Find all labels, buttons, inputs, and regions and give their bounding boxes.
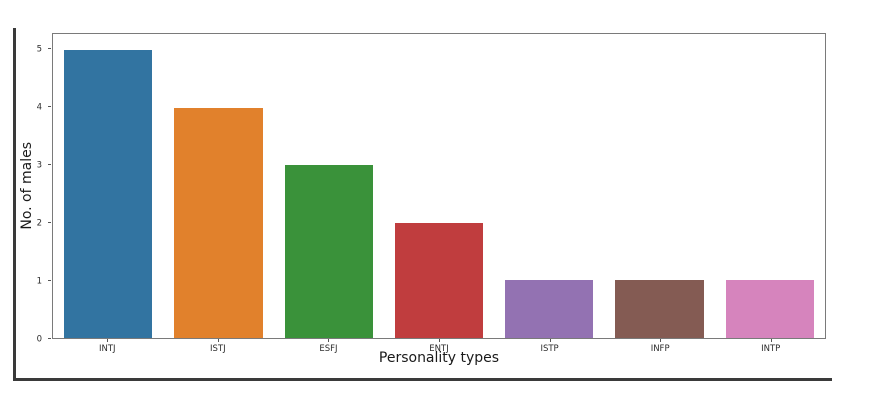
x-tick-mark-INTJ — [107, 339, 109, 342]
bar-ESFJ — [284, 165, 373, 338]
y-tick-label-4: 4 — [36, 101, 42, 112]
x-tick-mark-INFP — [660, 339, 662, 342]
y-tick-label-5: 5 — [36, 43, 42, 54]
x-axis-label: Personality types — [378, 350, 500, 366]
y-tick-label-1: 1 — [36, 275, 42, 286]
y-axis: 0 1 2 3 4 5 — [0, 33, 52, 343]
x-tick-label-INFP: INFP — [650, 344, 670, 354]
bar-ISTP — [505, 280, 594, 338]
x-tick-mark-ESFJ — [328, 339, 330, 342]
bar-INTJ — [64, 50, 153, 338]
x-tick-mark-ISTJ — [217, 339, 219, 342]
x-axis: INTJ ISTJ ESFJ ENTJ ISTP INFP INTP — [52, 339, 826, 361]
x-tick-label-INTJ: INTJ — [98, 344, 116, 354]
y-tick-label-2: 2 — [36, 217, 42, 228]
x-tick-label-ISTP: ISTP — [540, 344, 559, 354]
x-tick-mark-INTP — [770, 339, 772, 342]
bar-INFP — [615, 280, 704, 338]
bar-INTP — [725, 280, 814, 338]
window-frame-border — [13, 28, 832, 381]
y-tick-mark-1 — [48, 280, 51, 282]
y-tick-label-3: 3 — [36, 159, 42, 170]
y-tick-mark-0 — [48, 338, 51, 339]
x-tick-mark-ISTP — [549, 339, 551, 342]
x-tick-label-ESFJ: ESFJ — [319, 344, 338, 354]
plot-area — [52, 33, 826, 339]
bar-ISTJ — [174, 107, 263, 338]
x-tick-label-INTP: INTP — [761, 344, 781, 354]
y-tick-mark-4 — [48, 106, 51, 108]
y-tick-mark-3 — [48, 164, 51, 166]
x-tick-label-ISTJ: ISTJ — [210, 344, 226, 354]
x-tick-mark-ENTJ — [439, 339, 440, 342]
x-tick-label-ENTJ: ENTJ — [429, 344, 449, 354]
y-tick-mark-5 — [48, 48, 51, 50]
bar-ENTJ — [394, 222, 484, 338]
y-tick-mark-2 — [48, 222, 51, 224]
y-tick-label-0: 0 — [36, 333, 42, 344]
